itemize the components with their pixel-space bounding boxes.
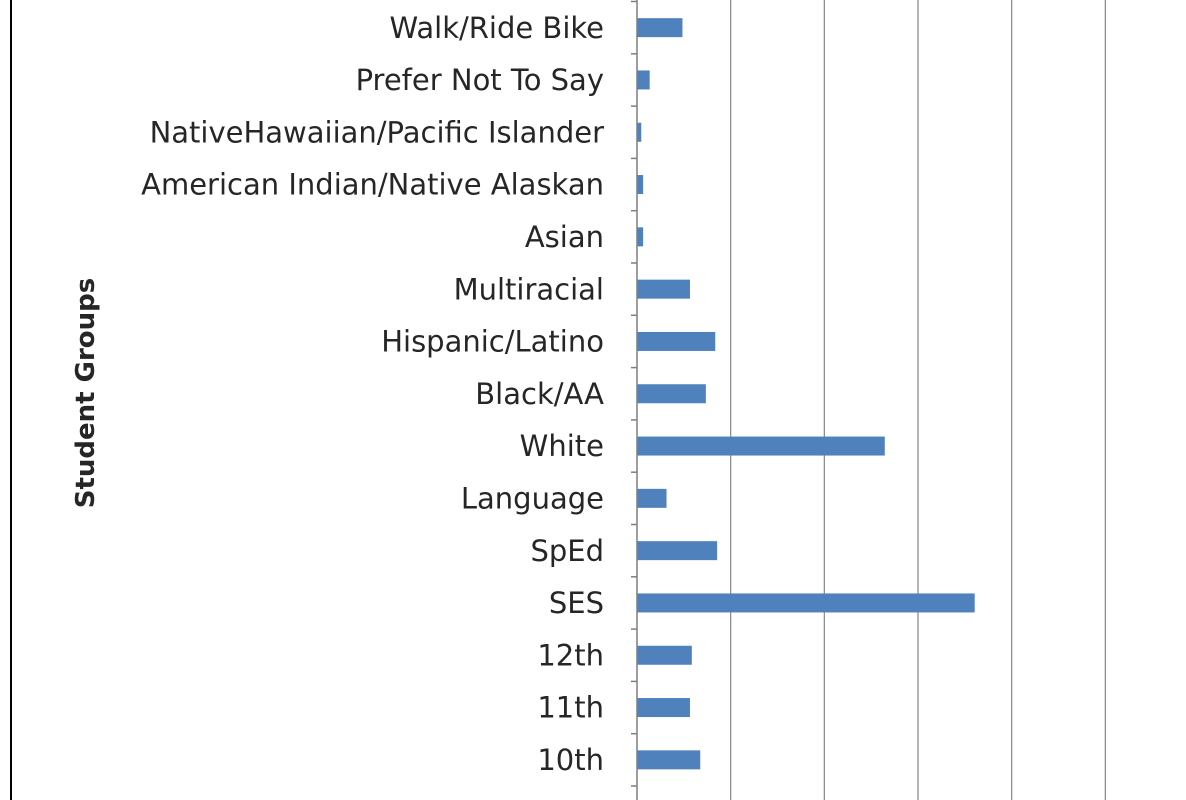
category-label: White <box>520 429 604 463</box>
axis-ticks <box>631 0 637 787</box>
category-label: Asian <box>525 220 604 254</box>
category-label: American Indian/Native Alaskan <box>141 168 604 202</box>
gridlines <box>730 0 1106 800</box>
category-label: 12th <box>537 638 604 672</box>
bar <box>637 541 718 561</box>
y-axis-title: Student Groups <box>71 278 101 509</box>
bar <box>637 18 683 38</box>
bar <box>637 384 706 404</box>
category-label: Prefer Not To Say <box>356 63 604 97</box>
bar <box>637 331 716 351</box>
category-label: Multiracial <box>454 272 604 306</box>
category-label: Language <box>461 482 604 516</box>
category-label: Hispanic/Latino <box>381 325 604 359</box>
category-label: Walk/Ride Bike <box>390 11 604 45</box>
category-label: NativeHawaiian/Pacific Islander <box>150 115 605 149</box>
chart-border <box>10 0 12 800</box>
category-label: SES <box>549 586 604 620</box>
bar <box>637 436 885 456</box>
bar <box>637 227 644 247</box>
bars <box>637 18 975 770</box>
bar <box>637 750 701 770</box>
bar <box>637 488 667 508</box>
bar <box>637 593 975 613</box>
category-label: 10th <box>537 743 604 777</box>
bar <box>637 279 690 299</box>
bar <box>637 122 642 142</box>
bar <box>637 175 644 195</box>
category-labels: Walk/Ride Bike Prefer Not To Say NativeHaw… <box>141 11 604 800</box>
bar <box>637 645 692 665</box>
category-label: 9th <box>556 795 604 800</box>
category-label: SpEd <box>530 534 604 568</box>
category-label: 11th <box>537 691 604 725</box>
bar <box>637 70 650 90</box>
category-label: Black/AA <box>475 377 604 411</box>
bar <box>637 698 690 718</box>
